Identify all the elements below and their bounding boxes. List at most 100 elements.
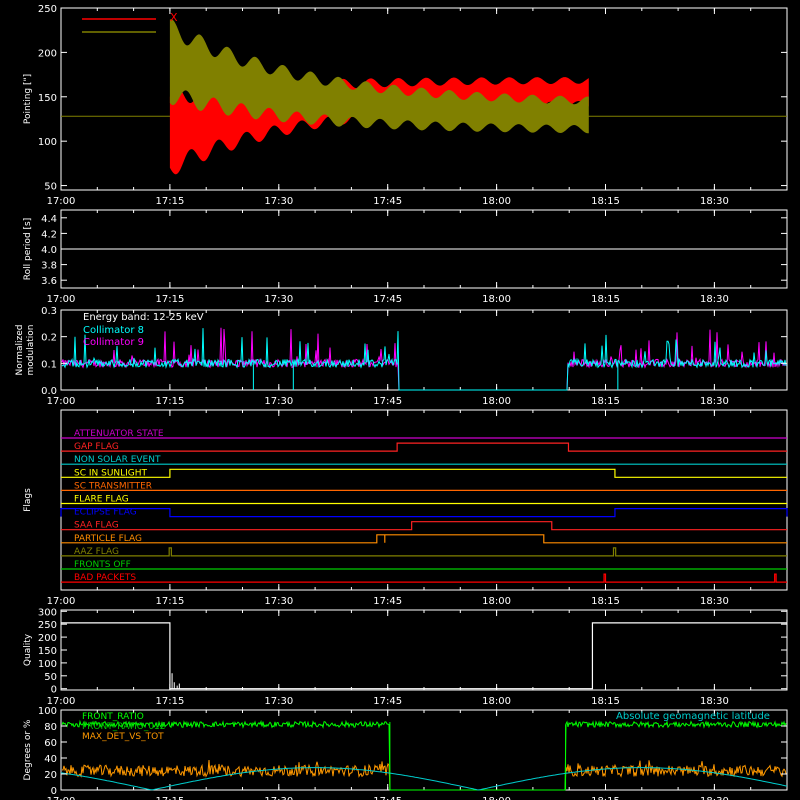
- flag-label: SC IN SUNLIGHT: [74, 468, 148, 478]
- flag-trace: [61, 442, 787, 452]
- flag-label: FRONTS OFF: [74, 560, 131, 570]
- time-tick-label: 18:15: [591, 396, 620, 407]
- y-tick-label: 100: [38, 659, 57, 670]
- pointing-band-y: [169, 19, 589, 134]
- flag-trace: [61, 468, 787, 478]
- time-tick-label: 18:15: [591, 294, 620, 305]
- legend-label: FRONT_RATIO: [82, 712, 144, 722]
- time-tick-label: 18:15: [591, 796, 620, 800]
- y-axis-label: Quality: [23, 633, 33, 666]
- y-tick-label: 50: [44, 182, 57, 193]
- time-tick-label: 17:15: [155, 796, 184, 800]
- flag-label: SC TRANSMITTER: [74, 481, 152, 491]
- flag-trace: [61, 547, 787, 557]
- time-tick-label: 17:15: [155, 696, 184, 707]
- y-axis-label: Degrees or %: [23, 719, 33, 780]
- y-axis-label: Pointing ["]: [23, 74, 33, 124]
- time-tick-label: 17:45: [373, 396, 402, 407]
- y-tick-label: 250: [38, 4, 57, 15]
- time-tick-label: 17:15: [155, 196, 184, 207]
- y-axis-label: Normalized: [15, 324, 25, 375]
- time-tick-label: 18:15: [591, 696, 620, 707]
- time-tick-label: 18:30: [700, 596, 729, 607]
- time-tick-label: 18:30: [700, 796, 729, 800]
- panel-frame: [60, 709, 788, 791]
- flag-trace: [60, 508, 788, 518]
- legend-label: Absolute geomagnetic latitude: [616, 711, 770, 722]
- time-tick-label: 17:45: [373, 294, 402, 305]
- time-tick-label: 17:30: [264, 196, 293, 207]
- legend-label: MAX_DET_VS_TOT: [82, 732, 164, 742]
- y-tick-label: 0: [51, 685, 57, 696]
- y-tick-label: 0.1: [41, 359, 57, 370]
- y-tick-label: 3.6: [41, 276, 57, 287]
- time-tick-label: 17:15: [155, 396, 184, 407]
- time-tick-label: 18:00: [482, 696, 511, 707]
- time-tick-label: 17:45: [373, 796, 402, 800]
- time-tick-label: 18:00: [482, 596, 511, 607]
- ratio-trace: [61, 719, 787, 791]
- y-tick-label: 250: [38, 620, 57, 631]
- y-tick-label: 0.3: [41, 306, 57, 317]
- panel-pointing: 17:00 17:15 17:30 17:45 18:00 18:15 18:30 Point…: [23, 4, 788, 207]
- y-tick-label: 80: [44, 722, 57, 733]
- time-tick-label: 17:30: [264, 796, 293, 800]
- flag-label: ECLIPSE FLAG: [74, 508, 137, 518]
- y-tick-label: 0: [51, 786, 57, 797]
- energy-band-label: Energy band: 12-25 keV: [83, 312, 204, 323]
- y-tick-label: 100: [38, 137, 57, 148]
- flag-label: BAD PACKETS: [74, 573, 136, 583]
- flag-trace: [61, 573, 787, 583]
- y-tick-label: 200: [38, 48, 57, 59]
- modulation-trace: [61, 328, 787, 391]
- flag-label: SAA FLAG: [74, 521, 119, 531]
- time-tick-label: 18:00: [482, 796, 511, 800]
- y-tick-label: 3.8: [41, 261, 57, 272]
- y-tick-label: 50: [44, 672, 57, 683]
- flag-label: PARTICLE FLAG: [74, 534, 142, 544]
- time-tick-label: 18:30: [700, 396, 729, 407]
- y-tick-label: 4.4: [41, 214, 57, 225]
- flag-label: GAP FLAG: [74, 442, 119, 452]
- time-tick-label: 17:45: [373, 196, 402, 207]
- flag-trace: [61, 534, 787, 544]
- y-tick-label: 40: [44, 754, 57, 765]
- flag-label: ATTENUATOR STATE: [74, 429, 164, 439]
- time-tick-label: 17:00: [47, 596, 76, 607]
- flag-label: AAZ FLAG: [74, 547, 119, 557]
- time-tick-label: 17:30: [264, 294, 293, 305]
- y-axis-label: Roll period [s]: [23, 218, 33, 280]
- panel-flags: 17:00 17:15 17:30 17:45 18:00 18:15 18:30 Flags…: [23, 409, 788, 607]
- flag-label: FLARE FLAG: [74, 495, 129, 505]
- time-tick-label: 17:45: [373, 696, 402, 707]
- y-tick-label: 200: [38, 633, 57, 644]
- legend-label: Collimator 9: [83, 337, 144, 348]
- y-tick-label: 150: [38, 646, 57, 657]
- flag-trace: [61, 521, 787, 531]
- legend-label: FRONT_RATIO_012: [82, 722, 166, 732]
- legend-label-x: X: [170, 11, 178, 24]
- time-tick-label: 17:00: [47, 196, 76, 207]
- quality-trace: [61, 622, 787, 690]
- y-tick-label: 4.2: [41, 229, 57, 240]
- legend-label-y: Y: [169, 24, 177, 37]
- time-tick-label: 18:15: [591, 196, 620, 207]
- y-axis-label: modulation: [26, 325, 36, 376]
- time-tick-label: 17:00: [47, 696, 76, 707]
- panel-modulation: 17:00 17:15 17:30 17:45 18:00 18:15 18:30 Norma…: [15, 306, 788, 407]
- flag-label: NON SOLAR EVENT: [74, 455, 161, 465]
- y-tick-label: 20: [44, 770, 57, 781]
- panel-quality: 17:00 17:15 17:30 17:45 18:00 18:15 18:30 Quali…: [23, 607, 788, 707]
- time-tick-label: 18:30: [700, 696, 729, 707]
- time-tick-label: 17:00: [47, 796, 76, 800]
- y-tick-label: 60: [44, 738, 57, 749]
- y-tick-label: 100: [38, 706, 57, 717]
- panel-roll: 17:00 17:15 17:30 17:45 18:00 18:15 18:30 Roll …: [23, 209, 788, 305]
- y-axis-label: Flags: [23, 488, 33, 512]
- time-tick-label: 17:00: [47, 396, 76, 407]
- time-tick-label: 18:00: [482, 294, 511, 305]
- time-tick-label: 18:30: [700, 196, 729, 207]
- y-tick-label: 0.2: [41, 333, 57, 344]
- time-tick-label: 18:00: [482, 196, 511, 207]
